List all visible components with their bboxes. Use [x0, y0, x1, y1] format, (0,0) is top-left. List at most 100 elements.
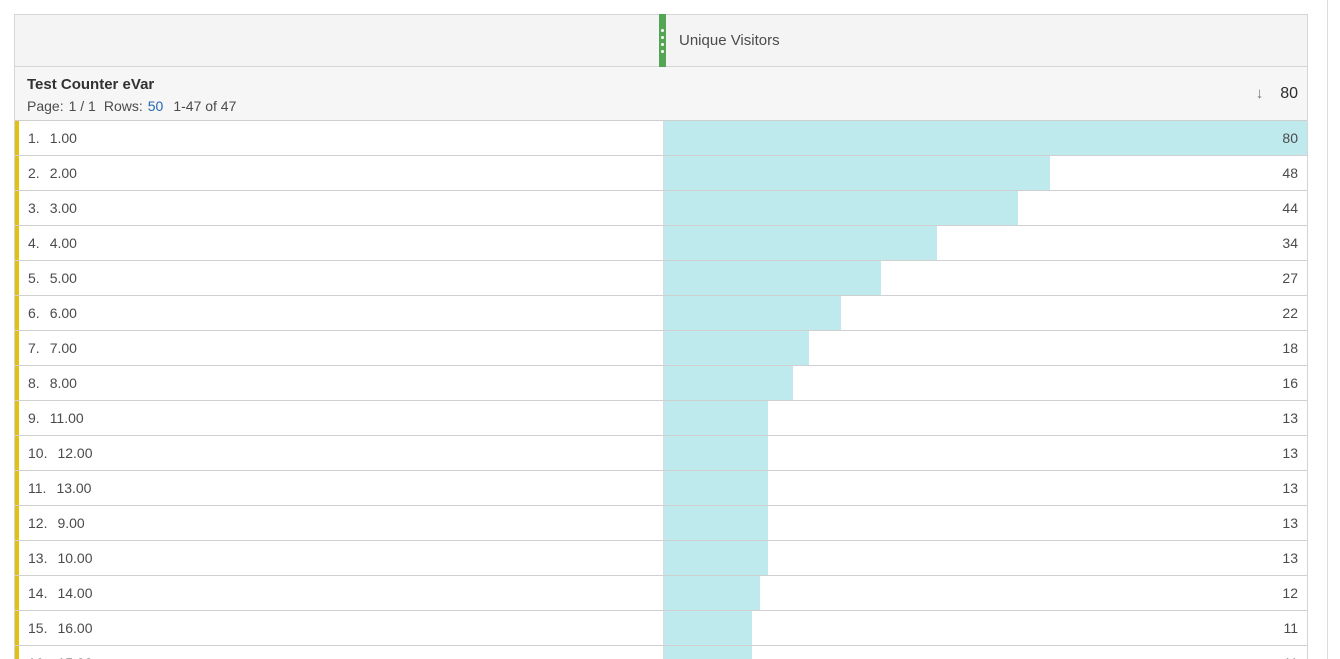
- row-index: 9.: [28, 410, 40, 426]
- row-label: 4.00: [49, 235, 77, 251]
- table-row[interactable]: 1. 1.00 80: [15, 121, 1307, 156]
- table-row[interactable]: 7. 7.00 18: [15, 331, 1307, 366]
- row-value: 11: [1283, 646, 1298, 659]
- metric-cell[interactable]: 13: [664, 401, 1307, 435]
- drag-handle-icon[interactable]: [659, 14, 666, 67]
- metric-header-row: Unique Visitors: [15, 14, 1307, 67]
- dimension-cell[interactable]: 1. 1.00: [15, 121, 664, 155]
- table-row[interactable]: 9. 11.00 13: [15, 401, 1307, 436]
- value-bar: [664, 226, 938, 260]
- dimension-header-spacer: [15, 15, 664, 66]
- metric-cell[interactable]: 18: [664, 331, 1307, 365]
- dimension-title[interactable]: Test Counter eVar: [27, 76, 155, 93]
- dimension-cell[interactable]: 6. 6.00: [15, 296, 664, 330]
- dimension-cell[interactable]: 7. 7.00: [15, 331, 664, 365]
- metric-column-label: Unique Visitors: [679, 32, 780, 49]
- value-bar: [664, 121, 1307, 155]
- metric-cell[interactable]: 12: [664, 576, 1307, 610]
- table-row[interactable]: 6. 6.00 22: [15, 296, 1307, 331]
- table-row[interactable]: 2. 2.00 48: [15, 156, 1307, 191]
- table-row[interactable]: 15. 16.00 11: [15, 611, 1307, 646]
- metric-cell[interactable]: 16: [664, 366, 1307, 400]
- row-range-text: 1-47 of 47: [173, 98, 237, 114]
- metric-cell[interactable]: 48: [664, 156, 1307, 190]
- dimension-cell[interactable]: 10. 12.00: [15, 436, 664, 470]
- metric-cell[interactable]: 27: [664, 261, 1307, 295]
- dimension-header: Test Counter eVar Page: 1 / 1 Rows: 50 1…: [15, 67, 664, 120]
- row-value: 44: [1282, 200, 1298, 216]
- row-index: 7.: [28, 340, 40, 356]
- metric-cell[interactable]: 22: [664, 296, 1307, 330]
- metric-cell[interactable]: 11: [664, 611, 1307, 645]
- value-bar: [664, 331, 809, 365]
- column-header-unique-visitors[interactable]: Unique Visitors: [659, 14, 1307, 67]
- row-value: 13: [1282, 410, 1298, 426]
- rows-per-page-selector[interactable]: 50: [147, 98, 164, 114]
- page-label: Page:: [27, 98, 64, 114]
- row-index: 14.: [28, 585, 48, 601]
- dimension-cell[interactable]: 12. 9.00: [15, 506, 664, 540]
- row-label: 9.00: [57, 515, 85, 531]
- table-row[interactable]: 8. 8.00 16: [15, 366, 1307, 401]
- dimension-cell[interactable]: 14. 14.00: [15, 576, 664, 610]
- row-index: 15.: [28, 620, 48, 636]
- dimension-cell[interactable]: 15. 16.00: [15, 611, 664, 645]
- table-row[interactable]: 5. 5.00 27: [15, 261, 1307, 296]
- value-bar: [664, 366, 793, 400]
- dimension-cell[interactable]: 11. 13.00: [15, 471, 664, 505]
- dimension-cell[interactable]: 9. 11.00: [15, 401, 664, 435]
- row-value: 27: [1282, 270, 1298, 286]
- row-value: 13: [1282, 550, 1298, 566]
- dimension-cell[interactable]: 16. 15.00: [15, 646, 664, 659]
- table-row[interactable]: 16. 15.00 11: [15, 646, 1307, 659]
- value-bar: [664, 401, 769, 435]
- table-row[interactable]: 4. 4.00 34: [15, 226, 1307, 261]
- row-label: 12.00: [57, 445, 93, 461]
- metric-cell[interactable]: 44: [664, 191, 1307, 225]
- table-row[interactable]: 10. 12.00 13: [15, 436, 1307, 471]
- metric-cell[interactable]: 11: [664, 646, 1307, 659]
- row-label: 1.00: [49, 130, 77, 146]
- value-bar: [664, 646, 753, 659]
- row-index: 13.: [28, 550, 48, 566]
- metric-cell[interactable]: 13: [664, 436, 1307, 470]
- row-value: 34: [1282, 235, 1298, 251]
- row-index: 12.: [28, 515, 48, 531]
- row-index: 8.: [28, 375, 40, 391]
- dimension-cell[interactable]: 5. 5.00: [15, 261, 664, 295]
- row-value: 11: [1283, 620, 1298, 636]
- table-row[interactable]: 11. 13.00 13: [15, 471, 1307, 506]
- panel-edge-divider: [1327, 0, 1328, 659]
- table-row[interactable]: 12. 9.00 13: [15, 506, 1307, 541]
- sort-descending-icon[interactable]: ↓: [1255, 85, 1264, 102]
- dimension-cell[interactable]: 13. 10.00: [15, 541, 664, 575]
- metric-cell[interactable]: 80: [664, 121, 1307, 155]
- metric-cell[interactable]: 34: [664, 226, 1307, 260]
- row-index: 16.: [28, 655, 47, 659]
- row-index: 4.: [28, 235, 40, 251]
- row-value: 22: [1282, 305, 1298, 321]
- page-value: 1 / 1: [68, 98, 96, 114]
- metric-cell[interactable]: 13: [664, 541, 1307, 575]
- metric-total-cell: ↓ 80: [664, 67, 1307, 120]
- row-index: 3.: [28, 200, 40, 216]
- table-row[interactable]: 14. 14.00 12: [15, 576, 1307, 611]
- row-label: 3.00: [49, 200, 77, 216]
- dimension-header-row: Test Counter eVar Page: 1 / 1 Rows: 50 1…: [15, 67, 1307, 121]
- dimension-cell[interactable]: 4. 4.00: [15, 226, 664, 260]
- dimension-cell[interactable]: 3. 3.00: [15, 191, 664, 225]
- dimension-cell[interactable]: 2. 2.00: [15, 156, 664, 190]
- value-bar: [664, 506, 769, 540]
- table-row[interactable]: 13. 10.00 13: [15, 541, 1307, 576]
- row-label: 16.00: [57, 620, 93, 636]
- row-label: 10.00: [57, 550, 93, 566]
- metric-cell[interactable]: 13: [664, 471, 1307, 505]
- row-label: 2.00: [49, 165, 77, 181]
- metric-cell[interactable]: 13: [664, 506, 1307, 540]
- dimension-cell[interactable]: 8. 8.00: [15, 366, 664, 400]
- value-bar: [664, 156, 1050, 190]
- table-row[interactable]: 3. 3.00 44: [15, 191, 1307, 226]
- row-label: 15.00: [57, 655, 92, 659]
- pagination-bar: Page: 1 / 1 Rows: 50 1-47 of 47: [27, 95, 664, 117]
